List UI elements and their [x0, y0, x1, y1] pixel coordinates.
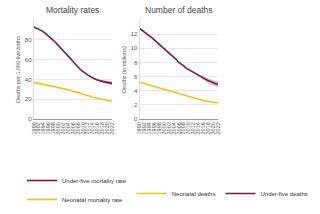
svg-text:2006: 2006 — [70, 122, 76, 134]
svg-text:20: 20 — [25, 96, 32, 102]
svg-text:Mortality rates: Mortality rates — [46, 5, 99, 15]
svg-text:6: 6 — [134, 74, 138, 80]
svg-text:2004: 2004 — [65, 122, 71, 134]
svg-text:1996: 1996 — [151, 122, 157, 134]
svg-text:Deaths per 1,000 live births: Deaths per 1,000 live births — [15, 36, 21, 103]
svg-text:Neonatal mortality rate: Neonatal mortality rate — [62, 197, 123, 203]
svg-text:8: 8 — [134, 60, 138, 66]
svg-text:1996: 1996 — [45, 122, 51, 134]
svg-text:Under-five mortality rate: Under-five mortality rate — [62, 178, 127, 184]
svg-text:2020: 2020 — [210, 122, 216, 134]
svg-text:2018: 2018 — [205, 122, 211, 134]
svg-text:2: 2 — [134, 102, 138, 108]
svg-text:40: 40 — [25, 77, 32, 83]
svg-text:2008: 2008 — [180, 122, 186, 134]
svg-text:2018: 2018 — [99, 122, 105, 134]
svg-text:1998: 1998 — [156, 122, 162, 134]
svg-text:Number of deaths: Number of deaths — [145, 5, 213, 15]
svg-text:2008: 2008 — [75, 122, 81, 134]
svg-text:2014: 2014 — [195, 122, 201, 134]
svg-text:4: 4 — [134, 88, 138, 94]
svg-text:2016: 2016 — [94, 122, 100, 134]
svg-text:2020: 2020 — [104, 122, 110, 134]
svg-text:1990: 1990 — [136, 122, 142, 134]
svg-text:2010: 2010 — [80, 122, 86, 134]
svg-text:Deaths (in millions): Deaths (in millions) — [121, 46, 127, 93]
svg-text:2016: 2016 — [200, 122, 206, 134]
svg-text:2012: 2012 — [84, 122, 90, 134]
svg-text:1990: 1990 — [31, 122, 37, 134]
svg-text:60: 60 — [25, 57, 32, 63]
svg-text:2002: 2002 — [166, 122, 172, 134]
svg-text:10: 10 — [131, 45, 138, 51]
svg-text:12: 12 — [131, 31, 138, 37]
svg-text:2012: 2012 — [190, 122, 196, 134]
svg-text:1994: 1994 — [146, 122, 152, 134]
svg-text:2022: 2022 — [215, 122, 221, 134]
svg-text:Neonatal deaths: Neonatal deaths — [172, 191, 216, 197]
svg-text:0: 0 — [28, 116, 32, 122]
svg-text:1992: 1992 — [35, 122, 41, 134]
svg-text:2000: 2000 — [161, 122, 167, 134]
svg-text:2006: 2006 — [176, 122, 182, 134]
svg-text:2010: 2010 — [185, 122, 191, 134]
svg-text:1994: 1994 — [40, 122, 46, 134]
svg-text:2004: 2004 — [171, 122, 177, 134]
svg-text:80: 80 — [25, 37, 32, 43]
svg-text:2002: 2002 — [60, 122, 66, 134]
svg-text:1998: 1998 — [50, 122, 56, 134]
svg-text:Under-five deaths: Under-five deaths — [260, 191, 307, 197]
svg-text:2022: 2022 — [109, 122, 115, 134]
svg-text:2000: 2000 — [55, 122, 61, 134]
svg-text:2014: 2014 — [89, 122, 95, 134]
svg-text:1992: 1992 — [141, 122, 147, 134]
svg-text:0: 0 — [134, 116, 138, 122]
